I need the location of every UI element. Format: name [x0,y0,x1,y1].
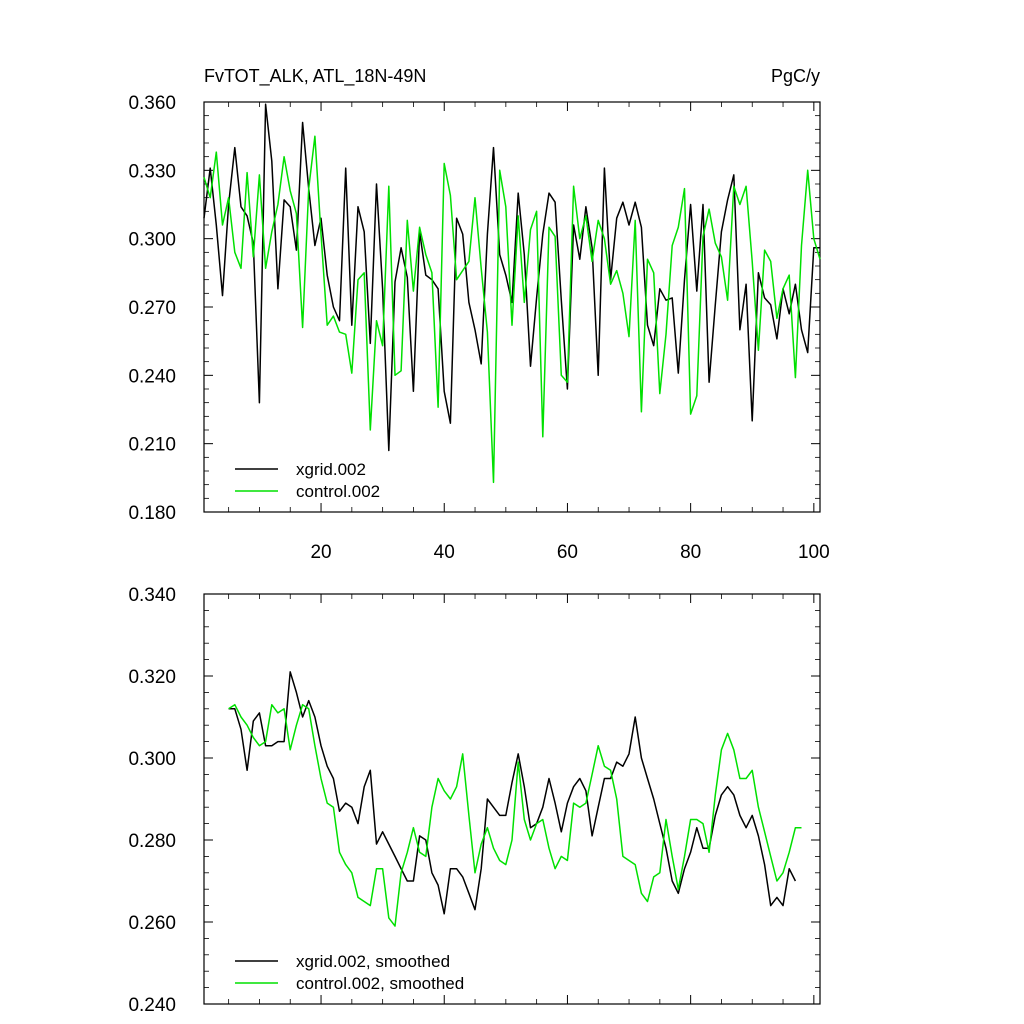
y-tick-label: 0.300 [128,230,176,251]
plot-frame-bottom [203,593,821,1005]
series-lines-top [203,103,821,484]
y-tick-label: 0.300 [128,749,176,770]
x-tick-label: 20 [310,542,331,563]
series-line-1-1 [228,703,802,927]
y-tick-label: 0.360 [128,93,176,114]
series-line-0-1 [203,135,821,484]
y-tick-label: 0.260 [128,913,176,934]
chart-title: FvTOT_ALK, ATL_18N-49N [204,66,426,87]
y-tick-label: 0.240 [128,995,176,1016]
y-tick-label: 0.320 [128,667,176,688]
x-tick-label: 60 [557,542,578,563]
legend-top: xgrid.002 control.002 [235,460,380,501]
chart-bottom: 0.240 0.260 0.280 0.300 0.320 0.340 xgrid.002… [128,585,821,1016]
y-tick-label: 0.280 [128,831,176,852]
ticks-top: 0.180 0.210 0.240 0.270 0.300 0.330 0.360 20 40 6… [128,93,829,563]
ticks-bottom: 0.240 0.260 0.280 0.300 0.320 0.340 [128,585,820,1016]
x-tick-label: 100 [798,542,830,563]
legend-label-control: control.002 [296,482,380,501]
y-tick-label: 0.270 [128,298,176,319]
series-lines-bottom [228,671,802,927]
x-tick-label: 80 [680,542,701,563]
y-tick-label: 0.330 [128,161,176,182]
legend-label-xgrid-smoothed: xgrid.002, smoothed [296,952,450,971]
x-tick-label: 40 [434,542,455,563]
series-line-1-0 [228,671,797,915]
legend-bottom: xgrid.002, smoothed control.002, smoothe… [235,952,464,993]
units-label: PgC/y [771,66,820,86]
chart-top: FvTOT_ALK, ATL_18N-49N PgC/y 0.1800.2100… [128,66,829,563]
y-tick-label: 0.180 [128,503,176,524]
legend-label-control-smoothed: control.002, smoothed [296,974,464,993]
y-tick-label: 0.240 [128,366,176,387]
y-tick-label: 0.340 [128,585,176,606]
plot-frame-top [203,101,821,513]
y-tick-label: 0.210 [128,435,176,456]
legend-label-xgrid: xgrid.002 [296,460,366,479]
series-line-0-0 [203,103,820,452]
